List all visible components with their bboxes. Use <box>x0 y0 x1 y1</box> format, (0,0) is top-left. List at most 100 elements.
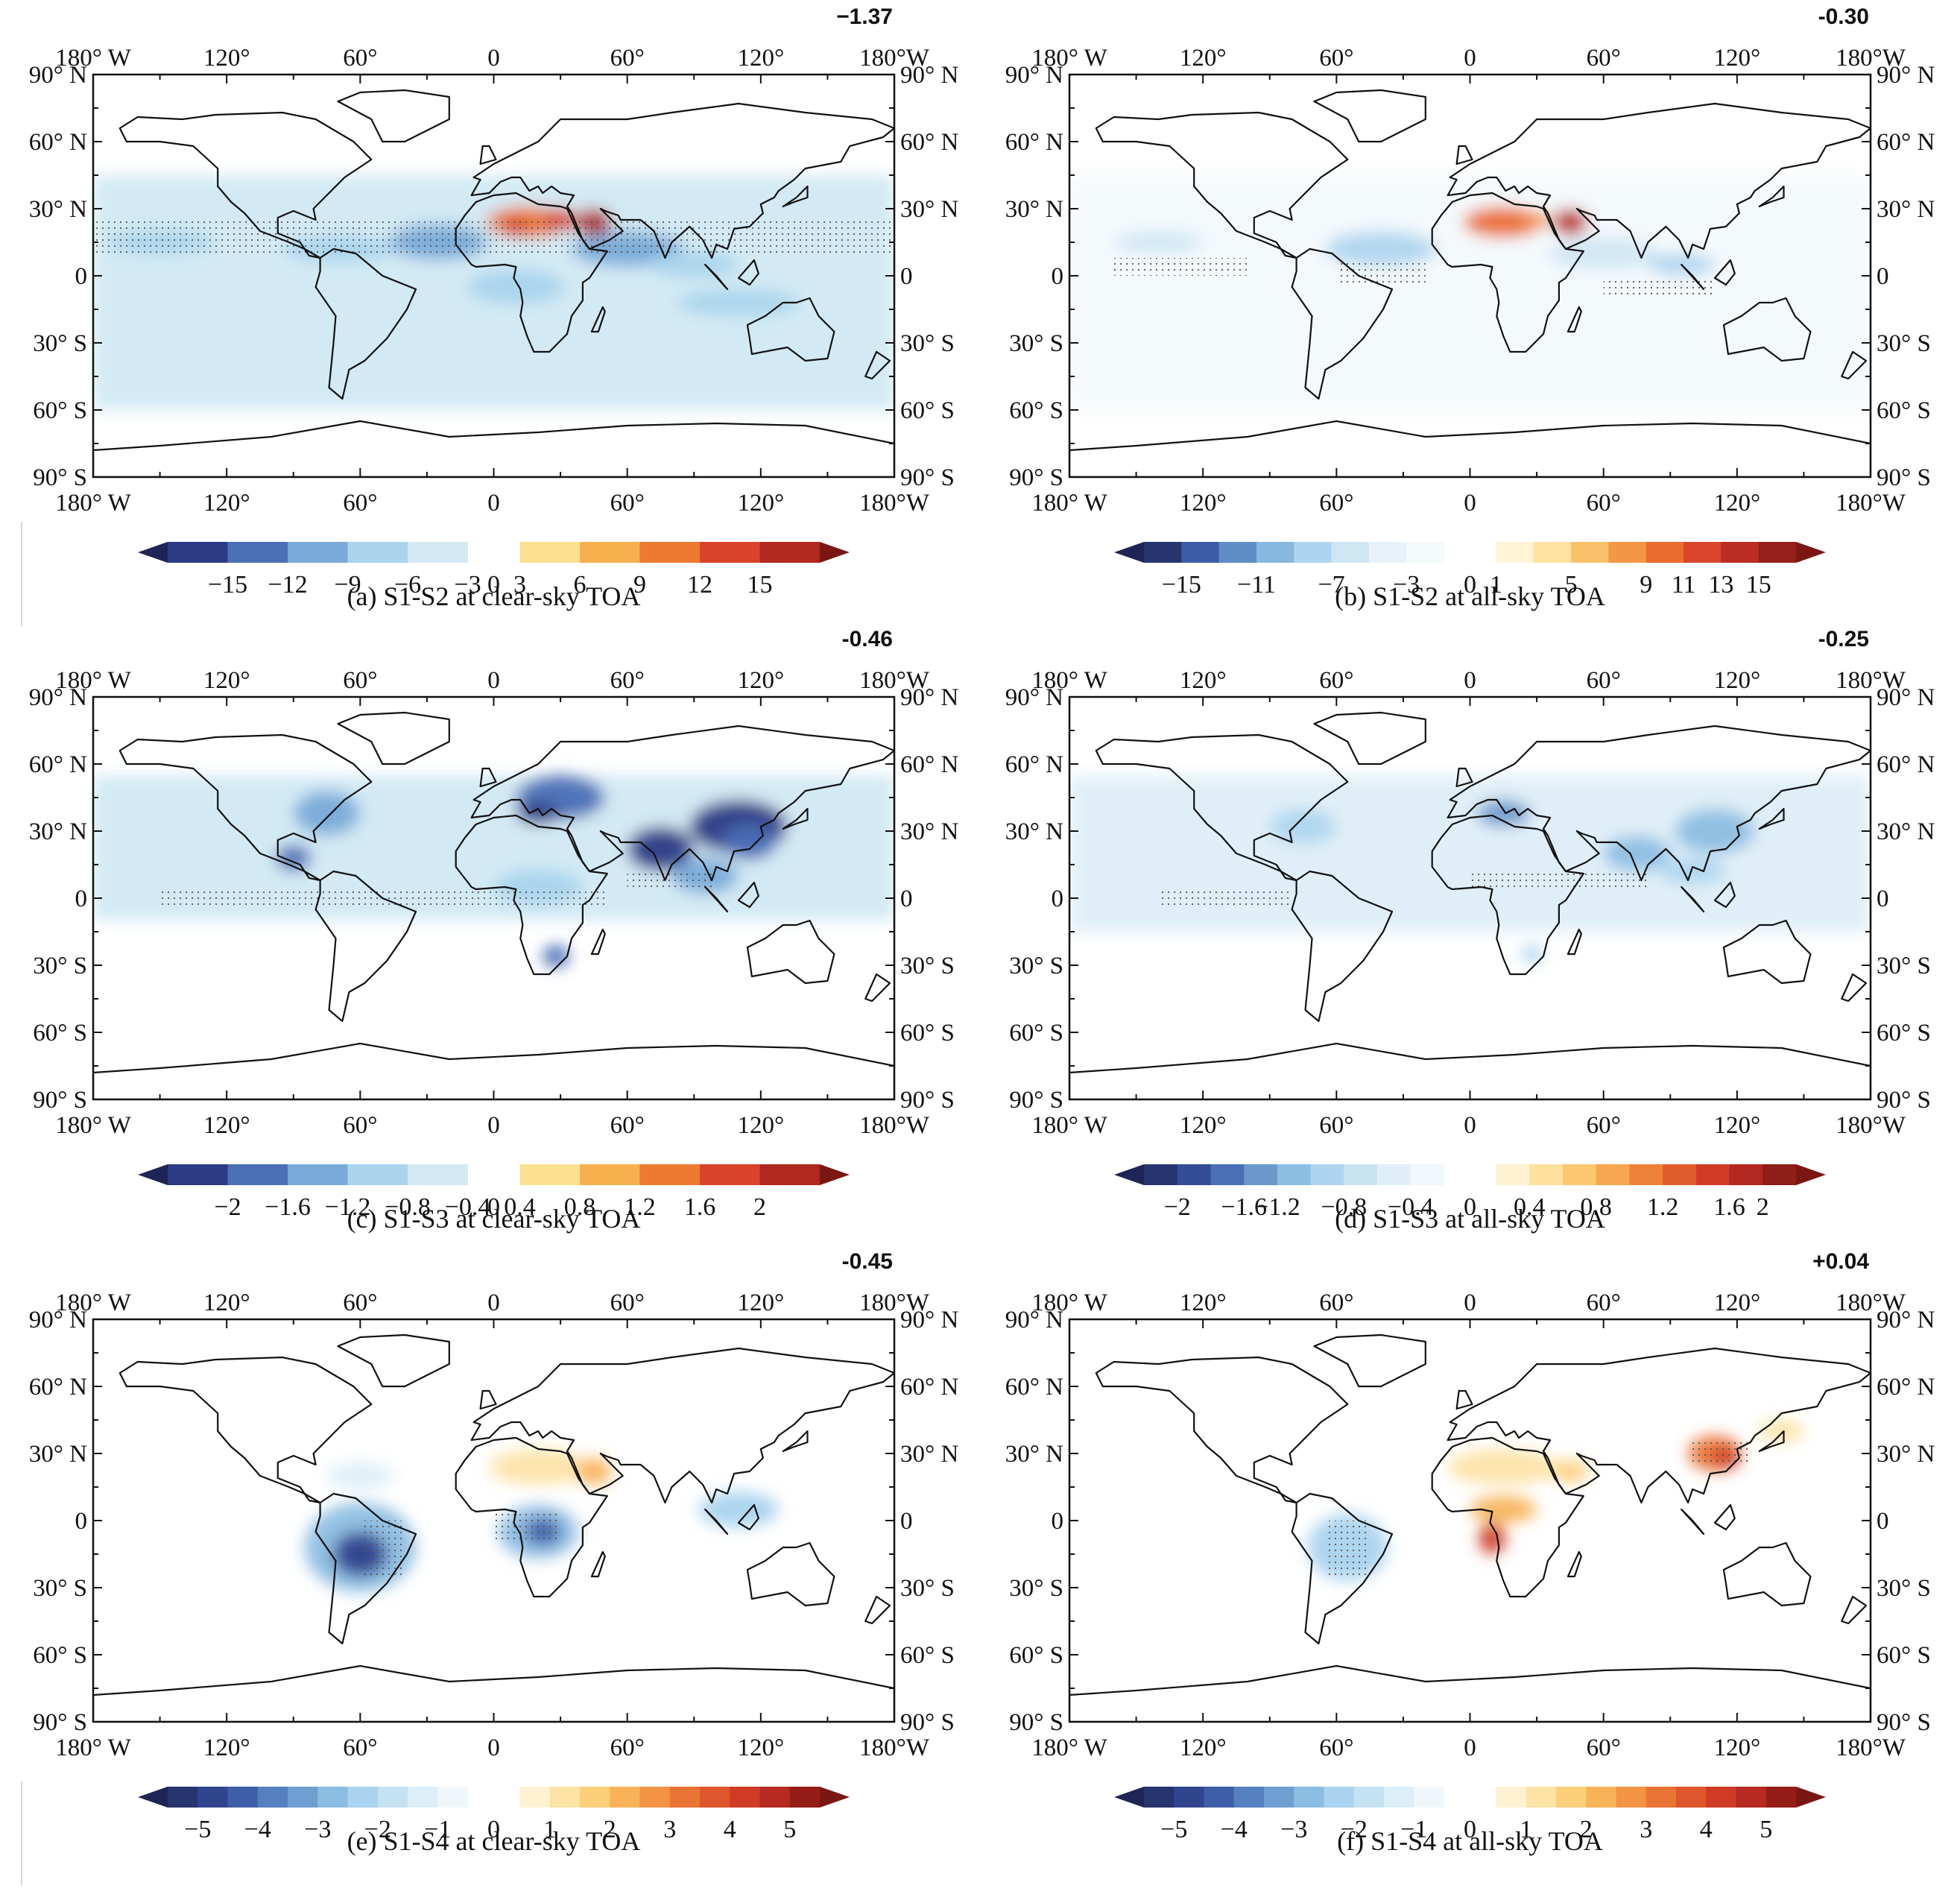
colorbar-swatch <box>1706 1787 1736 1808</box>
colorbar-swatch <box>1586 1787 1616 1808</box>
lon-tick-label-top: 120° <box>1713 1290 1760 1316</box>
colorbar-swatch <box>759 1164 821 1185</box>
lat-tick-label-right: 0 <box>1877 1508 1889 1535</box>
lon-tick-label-bottom: 180°W <box>1836 1734 1906 1761</box>
colorbar-swatch <box>549 1787 581 1808</box>
lat-tick-label-left: 60° N <box>1005 129 1063 156</box>
colorbar-tick-label: 1 <box>543 1816 556 1843</box>
colorbar-tick-label: 0.4 <box>1514 1193 1546 1221</box>
panel-a: 180° W 180° W 120° 120° 60° 60° 0 0 60° 60° 120° 12… <box>29 4 959 611</box>
colorbar-swatch <box>700 1164 760 1185</box>
colorbar-max-arrow <box>820 1787 850 1808</box>
lat-tick-label-left: 60° S <box>1009 1642 1063 1669</box>
panel-caption: (b) S1-S2 at all-sky TOA <box>1335 581 1605 611</box>
lon-tick-label-top: 60° <box>610 1290 645 1316</box>
lat-tick-label-left: 30° S <box>33 953 87 979</box>
lon-tick-label-top: 60° <box>343 667 377 694</box>
lon-tick-label-top: 180° W <box>1031 45 1107 72</box>
colorbar-tick-label: 15 <box>747 571 773 599</box>
lat-tick-label-right: 0 <box>900 886 913 912</box>
lon-tick-label-bottom: 0 <box>1464 490 1476 517</box>
colorbar-swatch <box>1174 1787 1204 1808</box>
lon-tick-label-bottom: 180° W <box>1031 1112 1107 1139</box>
lon-tick-label-bottom: 120° <box>1713 490 1760 517</box>
colorbar-zero-label: 0 <box>1464 1816 1476 1843</box>
lat-tick-label-left: 60° N <box>1005 1374 1063 1401</box>
lon-tick-label-bottom: 120° <box>1713 1734 1760 1761</box>
lon-tick-label-bottom: 180° W <box>55 490 131 517</box>
lon-tick-label-bottom: 60° <box>1319 1734 1353 1761</box>
colorbar-swatch <box>227 542 288 563</box>
lon-tick-label-top: 120° <box>1713 667 1760 694</box>
colorbar-tick-label: 0.4 <box>504 1193 536 1221</box>
global-mean-value: -0.46 <box>842 627 893 651</box>
coastlines <box>93 711 894 1099</box>
lat-tick-label-right: 90° S <box>900 1087 955 1114</box>
lon-tick-label-top: 60° <box>1319 1290 1353 1316</box>
lon-tick-label-bottom: 60° <box>343 1734 377 1761</box>
lon-tick-label-top: 0 <box>1464 1290 1476 1316</box>
lon-tick-label-bottom: 120° <box>1180 1734 1227 1761</box>
colorbar-tick-label: −4 <box>1221 1816 1248 1843</box>
colorbar-swatch <box>1368 542 1407 563</box>
colorbar-tick-label: −3 <box>1280 1816 1307 1843</box>
lon-tick-label-top: 60° <box>343 1290 377 1316</box>
colorbar-tick-label: −3 <box>454 571 481 599</box>
colorbar-swatch <box>1218 542 1257 563</box>
lat-tick-label-right: 90° N <box>1877 62 1935 89</box>
lat-tick-label-left: 0 <box>75 263 88 290</box>
colorbar-swatch <box>1264 1787 1294 1808</box>
lon-tick-label-top: 180°W <box>859 45 930 72</box>
lat-tick-label-left: 30° N <box>29 818 87 845</box>
lat-tick-label-right: 60° S <box>1877 1020 1931 1047</box>
colorbar-swatch <box>1377 1164 1411 1185</box>
map-field <box>93 697 894 1099</box>
colorbar-tick-label: 13 <box>1708 571 1733 599</box>
panel-caption: (c) S1-S3 at clear-sky TOA <box>347 1204 641 1234</box>
colorbar-swatch <box>227 1164 288 1185</box>
coastlines <box>93 1333 894 1722</box>
lon-tick-label-top: 120° <box>1180 667 1227 694</box>
colorbar-tick-label: 4 <box>724 1816 736 1843</box>
colorbar-min-arrow <box>138 1787 168 1808</box>
colorbar-swatch <box>669 1787 701 1808</box>
colorbar-swatch <box>1294 542 1333 563</box>
lon-tick-label-bottom: 60° <box>610 1734 645 1761</box>
colorbar-swatch <box>257 1787 288 1808</box>
lat-tick-label-right: 30° S <box>1877 330 1931 357</box>
colorbar-zero-label: 0 <box>1464 1193 1476 1221</box>
left-margin-mark <box>21 1781 22 1886</box>
lon-tick-label-bottom: 60° <box>343 1112 377 1139</box>
lat-tick-label-left: 90° N <box>29 684 87 711</box>
colorbar-tick-label: 9 <box>1640 571 1652 599</box>
colorbar-tick-label: −3 <box>304 1816 331 1843</box>
colorbar-swatch <box>1533 542 1572 563</box>
lat-tick-label-left: 60° N <box>29 129 87 156</box>
lat-tick-label-left: 30° S <box>1009 1575 1063 1602</box>
lon-tick-label-top: 180°W <box>1836 45 1906 72</box>
lat-tick-label-right: 60° N <box>1877 751 1935 778</box>
lat-tick-label-left: 0 <box>1052 1508 1064 1535</box>
lat-tick-label-right: 30° S <box>900 330 955 357</box>
lon-tick-label-top: 0 <box>487 667 500 694</box>
colorbar-swatch <box>408 542 468 563</box>
lat-tick-label-right: 30° S <box>1877 1575 1931 1602</box>
lon-tick-label-top: 120° <box>203 45 250 72</box>
lat-tick-label-left: 30° N <box>1005 1441 1063 1468</box>
lon-tick-label-top: 120° <box>203 1290 250 1316</box>
coastlines <box>1069 1333 1871 1722</box>
colorbar-tick-label: 4 <box>1700 1816 1713 1843</box>
colorbar-swatch <box>1758 542 1797 563</box>
panel-caption: (d) S1-S3 at all-sky TOA <box>1335 1204 1605 1234</box>
colorbar-swatch <box>168 1787 198 1808</box>
colorbar-swatch <box>1414 1787 1444 1808</box>
lon-tick-label-top: 120° <box>737 1290 784 1316</box>
lat-tick-label-right: 90° N <box>1877 684 1935 711</box>
colorbar-swatch <box>580 1164 640 1185</box>
colorbar-swatch <box>730 1787 760 1808</box>
colorbar-tick-label: −2 <box>214 1193 241 1221</box>
lat-tick-label-right: 90° N <box>900 1307 958 1333</box>
colorbar-tick-label: 6 <box>574 571 587 599</box>
lat-tick-label-right: 30° N <box>1877 818 1935 845</box>
